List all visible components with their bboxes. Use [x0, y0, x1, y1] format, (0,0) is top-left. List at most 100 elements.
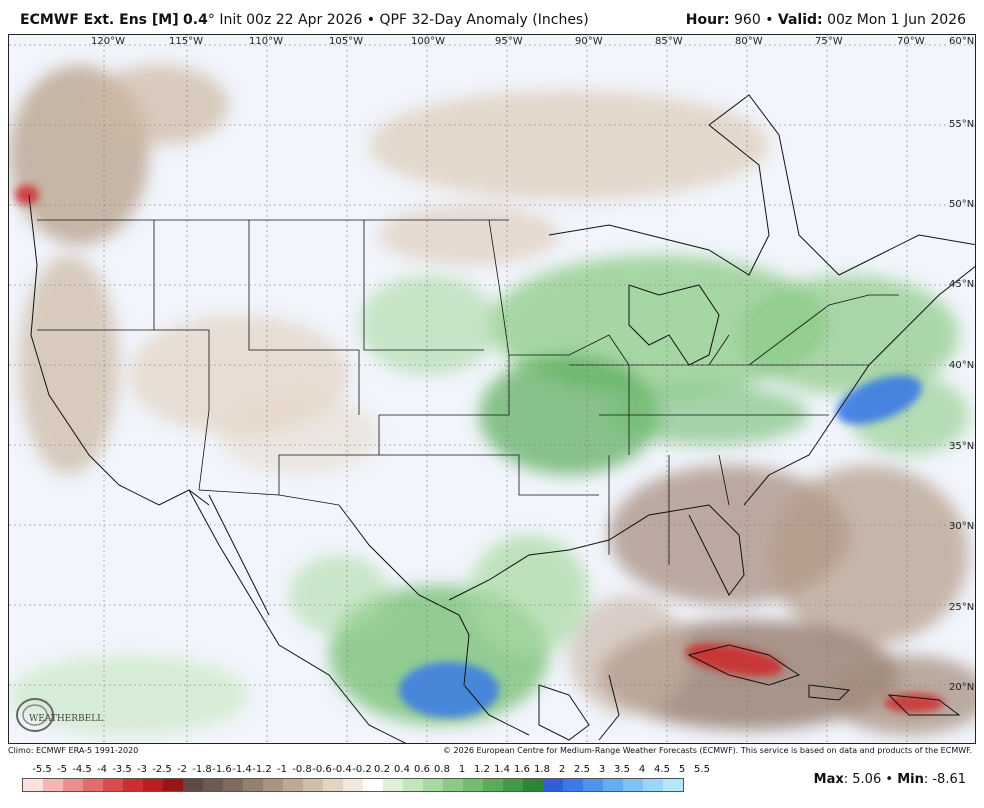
lon-label: 115°W — [169, 36, 203, 47]
legend-swatch — [463, 779, 483, 791]
legend-tick: -0.4 — [332, 764, 352, 775]
lat-label: 20°N — [949, 682, 974, 693]
legend-swatch — [543, 779, 563, 791]
legend-tick: 3 — [598, 764, 606, 775]
legend-tick: -0.8 — [292, 764, 312, 775]
coastlines — [28, 94, 975, 743]
legend-swatch — [523, 779, 543, 791]
extreme-anomaly-fields — [15, 185, 944, 718]
product-name: QPF 32-Day Anomaly (Inches) — [379, 12, 589, 28]
max-min-stats: Max: 5.06 • Min: -8.61 — [813, 772, 966, 787]
lon-label: 95°W — [495, 36, 523, 47]
legend-swatch — [623, 779, 643, 791]
legend-tick: 2 — [558, 764, 566, 775]
legend-tick: -5 — [57, 764, 67, 775]
hour-label: Hour: — [685, 12, 730, 28]
legend-swatch — [83, 779, 103, 791]
legend-tick: -3 — [137, 764, 147, 775]
valid-label: Valid: — [777, 12, 823, 28]
max-value: : 5.06 — [843, 772, 882, 787]
legend-swatch — [303, 779, 323, 791]
legend-tick: 3.5 — [614, 764, 630, 775]
lat-label: 35°N — [949, 441, 974, 452]
legend-tick: 1.2 — [474, 764, 490, 775]
legend-ticks: -5.5 -5 -4.5 -4 -3.5 -3 -2.5 -2 -1.8 -1.6 -1.4 -1.2… — [22, 762, 710, 776]
legend-tick: 5 — [678, 764, 686, 775]
legend-tick: -1.6 — [212, 764, 232, 775]
legend-tick: -0.6 — [312, 764, 332, 775]
lon-label: 85°W — [655, 36, 683, 47]
legend-tick: 4.5 — [654, 764, 670, 775]
legend-swatch — [123, 779, 143, 791]
legend-tick: 1.6 — [514, 764, 530, 775]
legend-swatch — [503, 779, 523, 791]
longitude-labels: 120°W 115°W 110°W 105°W 100°W 95°W 90°W … — [91, 36, 925, 47]
legend-swatch — [483, 779, 503, 791]
hour-value: 960 — [734, 12, 761, 28]
legend-swatch — [223, 779, 243, 791]
legend-tick: 0.8 — [434, 764, 450, 775]
legend-swatch — [423, 779, 443, 791]
legend-swatch — [183, 779, 203, 791]
legend-tick: -2 — [177, 764, 187, 775]
credits-bar: Climo: ECMWF ERA-5 1991-2020 © 2026 Euro… — [8, 746, 976, 758]
legend-tick: -1 — [277, 764, 287, 775]
lon-label: 80°W — [735, 36, 763, 47]
legend-swatch — [443, 779, 463, 791]
legend-swatch — [343, 779, 363, 791]
legend-tick: -4 — [97, 764, 107, 775]
legend-swatch — [63, 779, 83, 791]
legend-tick: -3.5 — [112, 764, 132, 775]
legend-tick: 5.5 — [694, 764, 710, 775]
lon-label: 100°W — [411, 36, 445, 47]
resolution: 0.4 — [183, 12, 208, 28]
legend-swatch — [643, 779, 663, 791]
legend-swatch — [143, 779, 163, 791]
lat-label: 40°N — [949, 360, 974, 371]
legend-swatch — [243, 779, 263, 791]
graticule — [9, 35, 975, 743]
lat-label: 60°N — [949, 36, 974, 47]
lon-label: 90°W — [575, 36, 603, 47]
legend-swatch — [583, 779, 603, 791]
climo-note: Climo: ECMWF ERA-5 1991-2020 — [8, 746, 139, 755]
legend-tick: 2.5 — [574, 764, 590, 775]
map-title: ECMWF Ext. Ens [M] 0.4° Init 00z 22 Apr … — [20, 12, 589, 28]
legend-swatch — [663, 779, 683, 791]
lon-label: 110°W — [249, 36, 283, 47]
legend-tick: 0.2 — [374, 764, 390, 775]
legend-tick: 0.6 — [414, 764, 430, 775]
legend-swatch — [23, 779, 43, 791]
anomaly-map: 120°W 115°W 110°W 105°W 100°W 95°W 90°W … — [8, 34, 976, 744]
legend-tick: -1.8 — [192, 764, 212, 775]
legend-tick: -0.2 — [352, 764, 372, 775]
lat-label: 55°N — [949, 119, 974, 130]
legend-swatch — [563, 779, 583, 791]
min-value: : -8.61 — [923, 772, 966, 787]
valid-time: Hour: 960 • Valid: 00z Mon 1 Jun 2026 — [685, 12, 966, 28]
weatherbell-logo: WEATHERBELL — [16, 698, 103, 732]
lon-label: 70°W — [897, 36, 925, 47]
legend-swatches — [22, 778, 684, 792]
legend-tick: 4 — [638, 764, 646, 775]
model-name: ECMWF Ext. Ens [M] — [20, 12, 179, 28]
map-canvas: 120°W 115°W 110°W 105°W 100°W 95°W 90°W … — [9, 35, 975, 743]
legend-swatch — [263, 779, 283, 791]
legend-swatch — [283, 779, 303, 791]
copyright-note: © 2026 European Centre for Medium-Range … — [443, 746, 972, 755]
logo-text: WEATHERBELL — [29, 714, 103, 724]
legend-swatch — [163, 779, 183, 791]
legend-swatch — [383, 779, 403, 791]
lat-label: 25°N — [949, 602, 974, 613]
legend-tick: 1 — [458, 764, 466, 775]
max-label: Max — [813, 772, 844, 787]
lat-label: 50°N — [949, 199, 974, 210]
lat-label: 45°N — [949, 279, 974, 290]
legend-swatch — [203, 779, 223, 791]
legend-swatch — [103, 779, 123, 791]
color-legend: -5.5 -5 -4.5 -4 -3.5 -3 -2.5 -2 -1.8 -1.6 -1.4 -1.2… — [22, 762, 710, 792]
legend-tick: -2.5 — [152, 764, 172, 775]
legend-swatch — [323, 779, 343, 791]
legend-tick: -1.4 — [232, 764, 252, 775]
lat-label: 30°N — [949, 521, 974, 532]
